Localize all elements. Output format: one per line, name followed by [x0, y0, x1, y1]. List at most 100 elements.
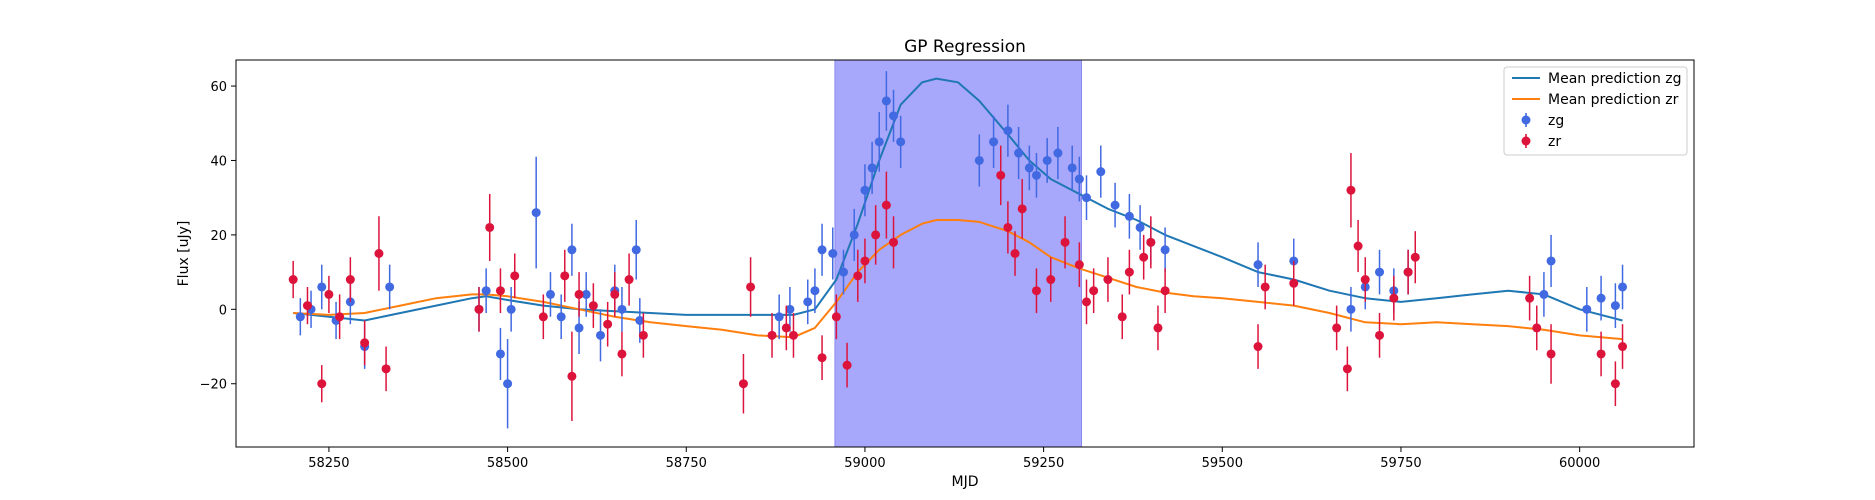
- data-point-zg: [774, 294, 784, 340]
- data-point-zr: [1153, 305, 1163, 351]
- data-point-zr: [746, 257, 756, 317]
- marker-zr: [624, 275, 634, 285]
- marker-zg: [1539, 289, 1549, 299]
- data-point-zr: [842, 342, 852, 388]
- data-point-zg: [803, 279, 813, 325]
- data-point-zg: [1160, 227, 1170, 273]
- data-point-zr: [1139, 234, 1149, 280]
- marker-zr: [474, 304, 484, 314]
- series-line-mean-prediction-zg: [293, 77, 1623, 322]
- data-point-zr: [1610, 361, 1620, 407]
- marker-zg: [295, 312, 305, 322]
- legend-label-zg: zg: [1548, 113, 1564, 129]
- data-point-zr: [288, 260, 298, 299]
- data-point-zg: [295, 298, 305, 336]
- data-point-zr: [1146, 216, 1156, 269]
- marker-zg: [849, 230, 859, 240]
- data-point-zg: [1031, 153, 1041, 198]
- marker-zg: [495, 349, 505, 359]
- marker-zr: [1389, 293, 1399, 303]
- data-point-zg: [596, 309, 605, 362]
- y-tick-label: 60: [210, 80, 227, 95]
- data-point-zg: [828, 227, 838, 280]
- marker-zg: [1024, 163, 1034, 173]
- data-point-zg: [1014, 126, 1024, 180]
- data-point-zg: [974, 134, 984, 187]
- marker-zr: [1153, 323, 1163, 333]
- marker-zg: [1546, 256, 1556, 266]
- data-point-zr: [638, 313, 648, 358]
- data-point-zr: [1375, 313, 1385, 358]
- data-point-zg: [1546, 234, 1556, 287]
- marker-zg: [531, 208, 541, 218]
- marker-zg: [1618, 282, 1628, 292]
- data-point-zg: [385, 264, 395, 310]
- data-point-zr: [1346, 153, 1356, 228]
- data-point-zr: [345, 257, 355, 302]
- marker-zg: [774, 312, 784, 322]
- y-tick-label: 20: [210, 229, 227, 244]
- data-point-zr: [374, 216, 384, 291]
- marker-zg: [635, 315, 645, 325]
- marker-zr: [996, 170, 1006, 180]
- legend-label-zr-prediction: Mean prediction zr: [1548, 92, 1679, 108]
- marker-zg: [481, 286, 491, 296]
- marker-zg: [1346, 304, 1356, 314]
- marker-zr: [510, 271, 520, 281]
- marker-zg: [581, 289, 591, 299]
- data-point-zg: [1074, 156, 1084, 202]
- data-point-zr: [603, 301, 613, 347]
- data-point-zr: [871, 205, 881, 265]
- marker-zg: [1014, 148, 1024, 158]
- data-point-zg: [1135, 205, 1145, 250]
- marker-zr: [1124, 267, 1134, 277]
- marker-zr: [603, 319, 613, 329]
- data-point-zr: [1360, 257, 1370, 302]
- marker-zg: [617, 304, 627, 314]
- data-point-zg: [1582, 286, 1592, 332]
- marker-zg: [881, 96, 891, 106]
- data-point-zr: [1031, 268, 1041, 314]
- marker-zg: [1074, 174, 1084, 184]
- marker-zr: [1139, 252, 1149, 262]
- marker-zr: [360, 338, 370, 348]
- data-points-layer: [288, 71, 1628, 429]
- marker-zr: [1017, 204, 1027, 214]
- marker-zr: [381, 364, 391, 374]
- data-point-zg: [1042, 138, 1052, 183]
- marker-zr: [495, 286, 505, 296]
- data-point-zr: [1103, 257, 1113, 302]
- marker-zr: [538, 312, 548, 322]
- marker-zr: [738, 379, 748, 389]
- data-point-zr: [1342, 346, 1352, 392]
- data-point-zr: [381, 346, 391, 392]
- marker-zr: [1610, 379, 1620, 389]
- marker-zg: [1031, 170, 1041, 180]
- data-point-zr: [624, 253, 634, 306]
- marker-zr: [1332, 323, 1342, 333]
- x-tick-label: 59250: [1023, 456, 1064, 471]
- data-point-zr: [588, 283, 598, 328]
- marker-zr: [638, 330, 648, 340]
- x-tick-label: 58500: [487, 456, 528, 471]
- data-point-zg: [860, 164, 870, 217]
- marker-zg: [1003, 126, 1013, 136]
- data-point-zr: [1525, 275, 1535, 321]
- marker-zr: [302, 301, 312, 311]
- legend-label-zr: zr: [1548, 134, 1561, 150]
- x-tick-label: 60000: [1559, 456, 1600, 471]
- marker-zr: [1375, 330, 1385, 340]
- data-point-zr: [860, 238, 870, 284]
- data-point-zg: [1067, 145, 1077, 191]
- y-axis-label: Flux [uJy]: [176, 221, 192, 287]
- data-point-zg: [1346, 286, 1356, 332]
- marker-zg: [839, 267, 848, 277]
- marker-zg: [596, 330, 605, 340]
- marker-zg: [889, 111, 899, 121]
- marker-zg: [631, 245, 641, 255]
- legend-swatch-zg-marker: [1521, 115, 1531, 125]
- marker-zg: [1596, 293, 1606, 303]
- data-point-zr: [1017, 179, 1027, 239]
- marker-zr: [588, 301, 598, 311]
- data-point-zr: [788, 313, 798, 358]
